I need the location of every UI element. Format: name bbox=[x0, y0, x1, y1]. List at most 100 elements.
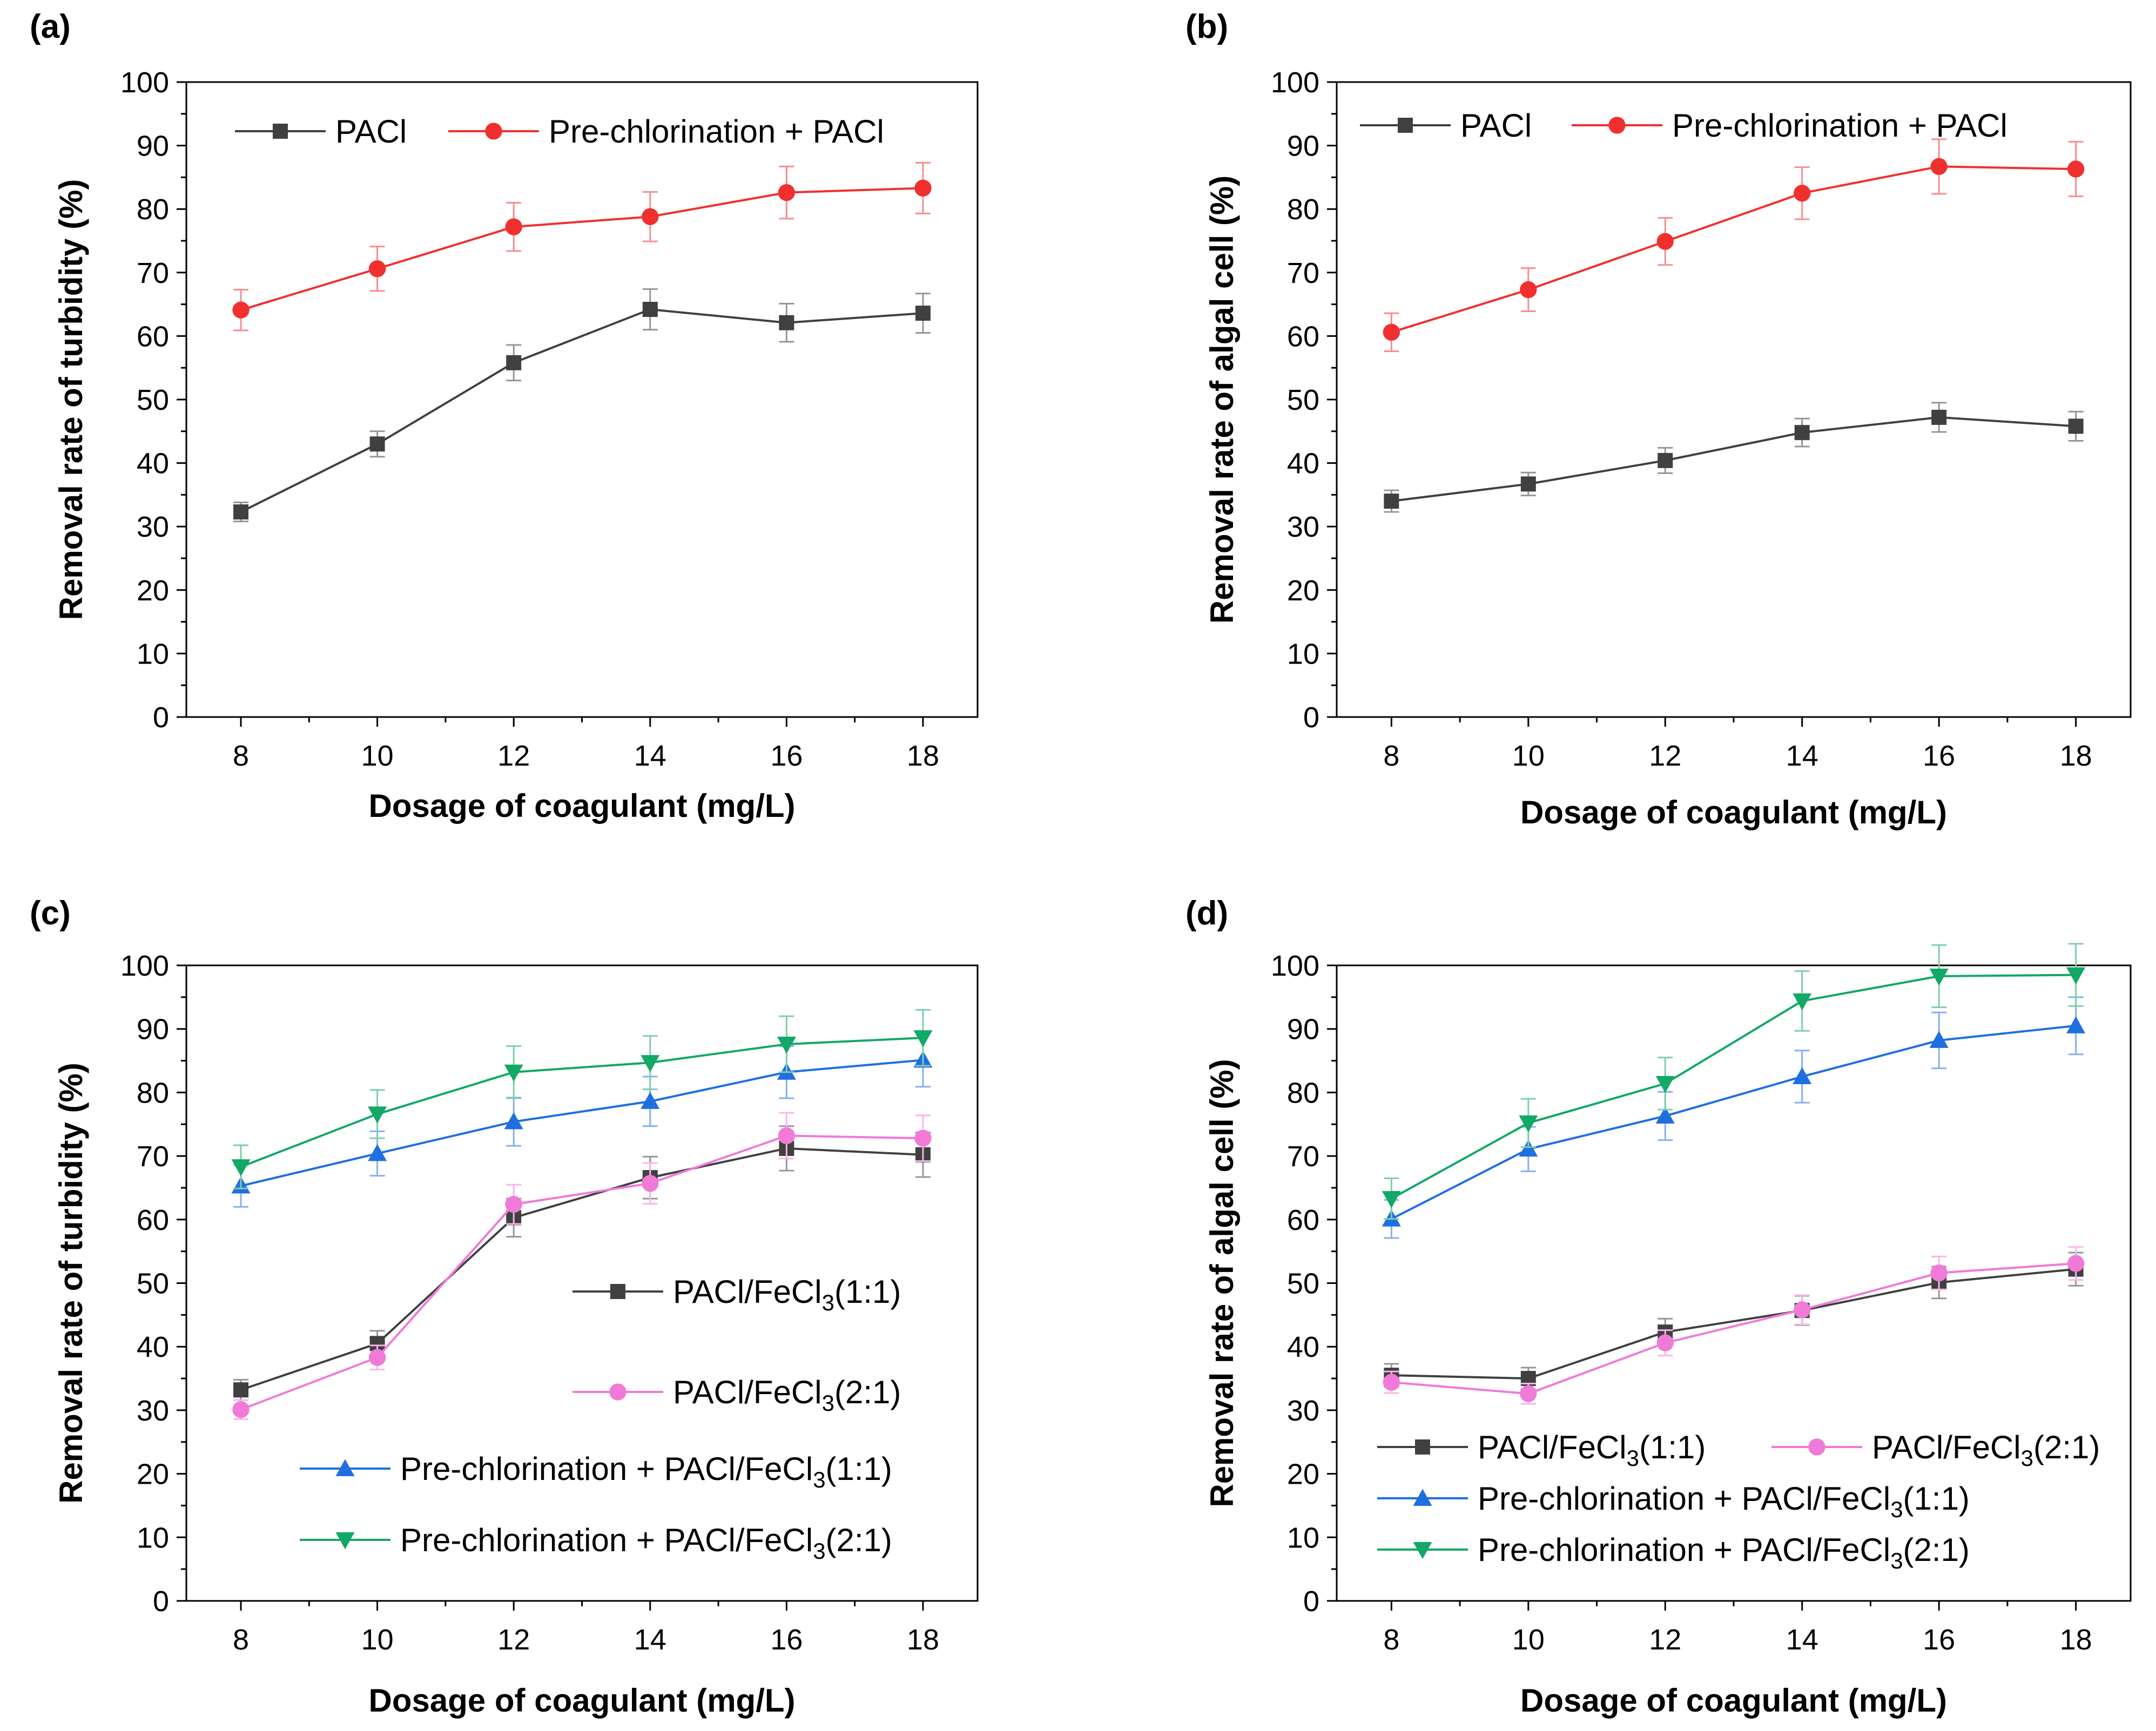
legend-entry: PACl bbox=[1360, 107, 1532, 144]
y-tick-label: 60 bbox=[1287, 320, 1319, 353]
x-tick-label: 10 bbox=[361, 1624, 394, 1656]
legend-entry: Pre-chlorination + PACl/FeCl3(2:1) bbox=[1377, 1532, 1970, 1573]
x-tick-label: 12 bbox=[497, 1624, 530, 1656]
series-pacl bbox=[233, 288, 931, 523]
series-pre-chlorination-pacl-fecl3-1-1 bbox=[1382, 996, 2086, 1239]
legend-label: Pre-chlorination + PACl/FeCl3(2:1) bbox=[400, 1522, 892, 1564]
data-point bbox=[232, 1401, 250, 1418]
data-point bbox=[1520, 476, 1536, 492]
y-tick-label: 10 bbox=[1287, 1522, 1319, 1554]
series-line bbox=[1391, 973, 2076, 1200]
y-tick-label: 70 bbox=[1287, 257, 1319, 289]
data-point bbox=[914, 179, 932, 197]
data-point bbox=[1383, 323, 1400, 341]
y-tick-label: 40 bbox=[137, 1331, 169, 1363]
x-tick-label: 16 bbox=[1923, 1624, 1955, 1656]
data-point bbox=[1655, 1106, 1675, 1124]
y-tick-label: 70 bbox=[137, 1140, 169, 1173]
data-point bbox=[2067, 1255, 2085, 1272]
data-point bbox=[505, 218, 522, 235]
x-tick-label: 10 bbox=[1512, 740, 1545, 772]
y-tick-label: 40 bbox=[1287, 1331, 1319, 1363]
series-pre-chlorination-pacl-fecl3-1-1 bbox=[231, 1032, 933, 1208]
y-tick-label: 40 bbox=[137, 448, 169, 480]
y-tick-label: 80 bbox=[137, 193, 169, 226]
legend-label: PACl/FeCl3(1:1) bbox=[673, 1274, 901, 1315]
y-axis-label: Removal rate of turbidity (%) bbox=[53, 1063, 89, 1504]
series-line bbox=[240, 1059, 924, 1187]
data-point bbox=[1520, 281, 1537, 299]
y-tick-label: 70 bbox=[137, 257, 169, 289]
series-line bbox=[1391, 165, 2076, 334]
legend-entry: Pre-chlorination + PACl/FeCl3(1:1) bbox=[300, 1451, 892, 1492]
x-tick-label: 10 bbox=[361, 740, 394, 772]
y-tick-label: 10 bbox=[137, 638, 169, 670]
x-tick-label: 14 bbox=[634, 1624, 666, 1656]
data-point bbox=[642, 302, 658, 317]
data-point bbox=[505, 1195, 522, 1213]
series-line bbox=[240, 187, 924, 312]
legend-label: Pre-chlorination + PACl bbox=[549, 113, 884, 150]
legend-entry: Pre-chlorination + PACl/FeCl3(1:1) bbox=[1377, 1480, 1970, 1522]
series-line bbox=[240, 1134, 924, 1411]
legend-label: PACl/FeCl3(1:1) bbox=[1478, 1429, 1706, 1471]
data-point bbox=[368, 1144, 387, 1161]
data-point bbox=[1658, 452, 1673, 468]
data-point bbox=[2067, 160, 2085, 178]
legend-entry: PACl/FeCl3(2:1) bbox=[1771, 1429, 2100, 1471]
x-tick-label: 14 bbox=[1786, 1624, 1818, 1656]
legend-marker bbox=[273, 124, 288, 139]
data-point bbox=[913, 1030, 933, 1047]
series-pacl-fecl3-2-1 bbox=[232, 1112, 932, 1420]
legend-label: Pre-chlorination + PACl bbox=[1672, 107, 2007, 144]
data-point bbox=[1655, 1076, 1675, 1093]
data-point bbox=[233, 1382, 249, 1398]
x-tick-label: 8 bbox=[1383, 1624, 1399, 1656]
panel-label: (a) bbox=[30, 8, 71, 45]
series-pacl-fecl3-2-1 bbox=[1383, 1246, 2085, 1405]
x-tick-label: 16 bbox=[770, 1624, 803, 1656]
series-pre-chlorination-pacl-fecl3-2-1 bbox=[231, 1009, 933, 1189]
data-point bbox=[641, 1092, 660, 1109]
y-tick-label: 100 bbox=[120, 950, 169, 982]
series-pre-chlorination-pacl-fecl3-2-1 bbox=[1382, 943, 2086, 1220]
data-point bbox=[1794, 1301, 1811, 1318]
y-tick-label: 90 bbox=[137, 1013, 169, 1046]
data-point bbox=[232, 301, 250, 319]
y-tick-label: 90 bbox=[1287, 130, 1319, 163]
data-point bbox=[1520, 1385, 1537, 1402]
data-point bbox=[368, 1106, 387, 1124]
panel-d: (d) 0 10 20 30 40 50 60 70 80 90 100 8 10 12 14 16 18 Dosa… bbox=[1185, 895, 2132, 1719]
legend-marker bbox=[1415, 1439, 1430, 1455]
legend-label: Pre-chlorination + PACl/FeCl3(2:1) bbox=[1478, 1532, 1970, 1573]
panel-label: (c) bbox=[30, 895, 71, 932]
legend-label: PACl/FeCl3(2:1) bbox=[673, 1374, 901, 1416]
y-tick-label: 50 bbox=[1287, 1268, 1319, 1300]
data-point bbox=[777, 1036, 796, 1054]
data-point bbox=[2068, 418, 2084, 434]
y-tick-label: 0 bbox=[153, 701, 169, 734]
legend-label: Pre-chlorination + PACl/FeCl3(1:1) bbox=[400, 1451, 892, 1492]
data-point bbox=[1382, 1191, 1401, 1208]
x-axis-label: Dosage of coagulant (mg/L) bbox=[1520, 1682, 1947, 1719]
y-tick-label: 20 bbox=[1287, 574, 1319, 607]
series-pacl-fecl3-1-1 bbox=[233, 1125, 931, 1401]
x-axis-label: Dosage of coagulant (mg/L) bbox=[368, 788, 795, 824]
y-tick-label: 100 bbox=[120, 66, 169, 99]
x-axis-label: Dosage of coagulant (mg/L) bbox=[368, 1682, 795, 1719]
y-tick-label: 0 bbox=[1303, 701, 1319, 734]
y-tick-label: 10 bbox=[137, 1522, 169, 1554]
x-tick-label: 8 bbox=[233, 740, 249, 772]
data-point bbox=[1519, 1115, 1538, 1133]
series-pacl-fecl3-1-1 bbox=[1384, 1252, 2084, 1390]
data-point bbox=[506, 355, 522, 370]
y-tick-label: 0 bbox=[153, 1585, 169, 1618]
y-tick-label: 70 bbox=[1287, 1140, 1319, 1173]
legend-label: PACl bbox=[1460, 107, 1532, 144]
panel-b: (b) 0 10 20 30 40 50 60 70 80 90 100 8 10 12 14 16 18 Dosa… bbox=[1185, 8, 2132, 830]
data-point bbox=[369, 436, 385, 452]
y-tick-label: 100 bbox=[1271, 950, 1319, 982]
data-point bbox=[1384, 493, 1399, 509]
data-point bbox=[1794, 185, 1811, 202]
x-tick-label: 10 bbox=[1512, 1624, 1545, 1656]
